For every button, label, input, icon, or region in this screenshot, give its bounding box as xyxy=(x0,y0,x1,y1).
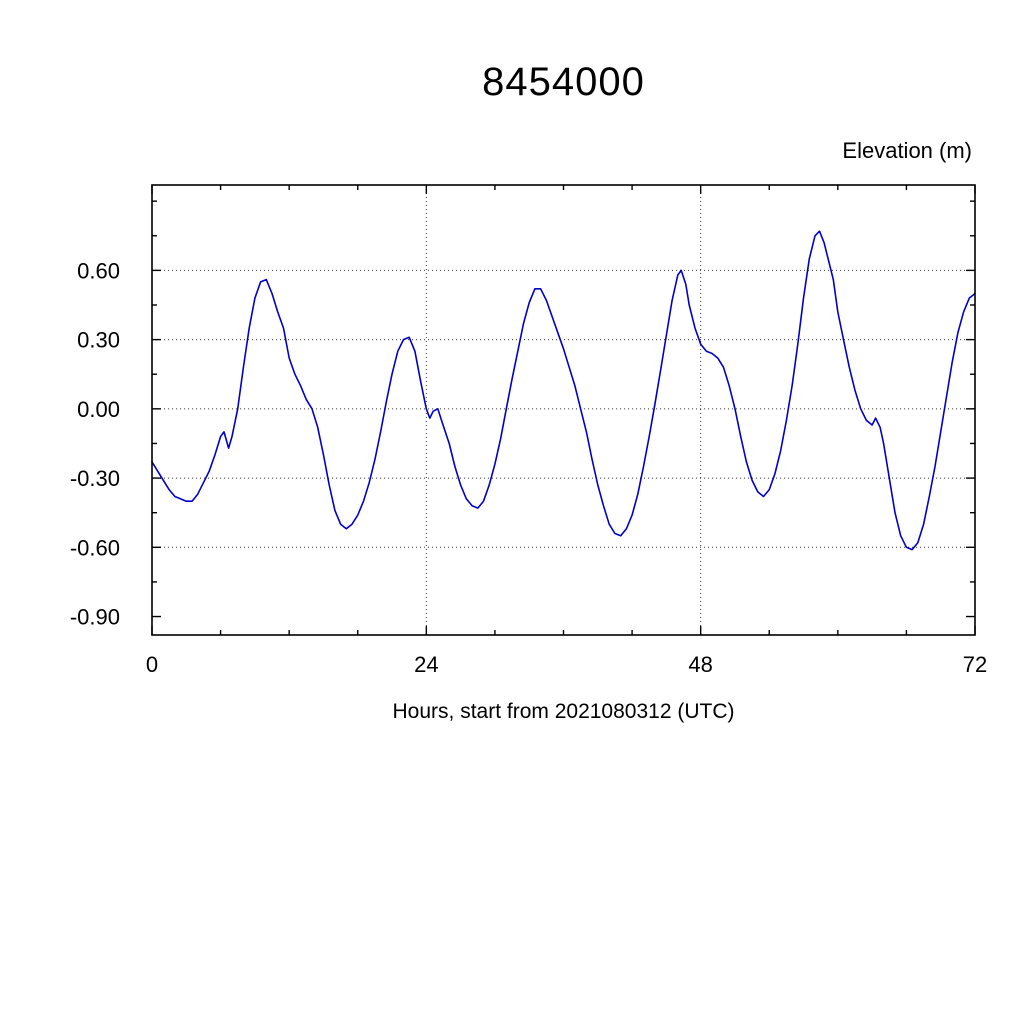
x-tick-label: 24 xyxy=(414,652,438,677)
y-tick-label: 0.00 xyxy=(77,397,120,422)
x-axis-title: Hours, start from 2021080312 (UTC) xyxy=(392,700,735,723)
chart-title: 8454000 xyxy=(482,60,645,104)
y-tick-label: -0.90 xyxy=(70,605,120,630)
y-axis-title: Elevation (m) xyxy=(842,138,972,163)
y-tick-label: -0.30 xyxy=(70,466,120,491)
y-tick-label: 0.60 xyxy=(77,258,120,283)
x-tick-label: 72 xyxy=(963,652,987,677)
plot-frame xyxy=(151,184,976,636)
x-tick-label: 48 xyxy=(688,652,712,677)
tide-elevation-line xyxy=(151,230,976,551)
y-tick-label: 0.30 xyxy=(77,328,120,353)
x-tick-label: 0 xyxy=(146,652,158,677)
y-tick-label: -0.60 xyxy=(70,535,120,560)
